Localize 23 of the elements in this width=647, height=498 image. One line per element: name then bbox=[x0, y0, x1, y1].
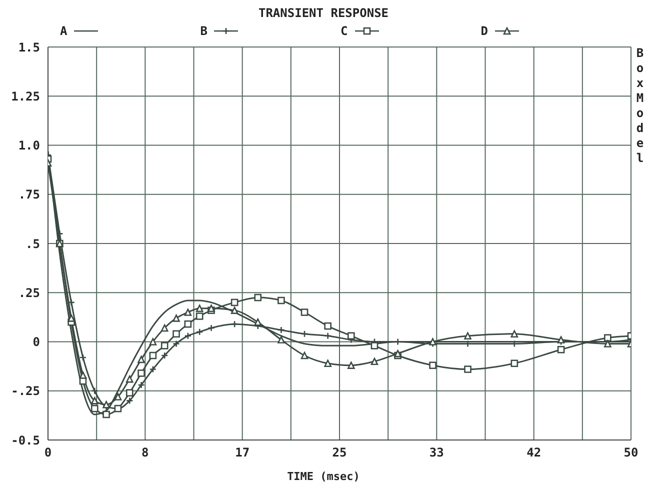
x-tick-label: 25 bbox=[332, 446, 347, 460]
text: BoxModel bbox=[635, 46, 645, 166]
legend-label: D bbox=[480, 24, 488, 38]
legend-label: C bbox=[340, 24, 348, 38]
y-tick-label: .25 bbox=[18, 286, 40, 300]
x-tick-label: 50 bbox=[624, 446, 638, 460]
x-tick-label: 42 bbox=[526, 446, 542, 460]
x-tick-label: 0 bbox=[44, 446, 52, 460]
legend-label: B bbox=[200, 24, 208, 38]
y-tick-label: -0.5 bbox=[11, 433, 40, 448]
y-tick-label: 1.5 bbox=[18, 40, 40, 54]
y-tick-label: 1.0 bbox=[18, 138, 40, 153]
chart-title: TRANSIENT RESPONSE bbox=[257, 6, 390, 20]
legend-label: A bbox=[60, 24, 68, 38]
x-tick-label: 8 bbox=[142, 446, 149, 460]
y-tick-label: -.25 bbox=[11, 384, 40, 398]
y-tick-label: .5 bbox=[26, 236, 40, 251]
y-tick-label: 1.25 bbox=[11, 89, 40, 104]
x-tick-label: 33 bbox=[429, 446, 444, 460]
y-tick-label: .75 bbox=[18, 188, 40, 202]
y-tick-label: 0 bbox=[32, 335, 40, 350]
x-axis-title: TIME (msec) bbox=[286, 470, 361, 483]
x-tick-label: 17 bbox=[235, 446, 250, 460]
